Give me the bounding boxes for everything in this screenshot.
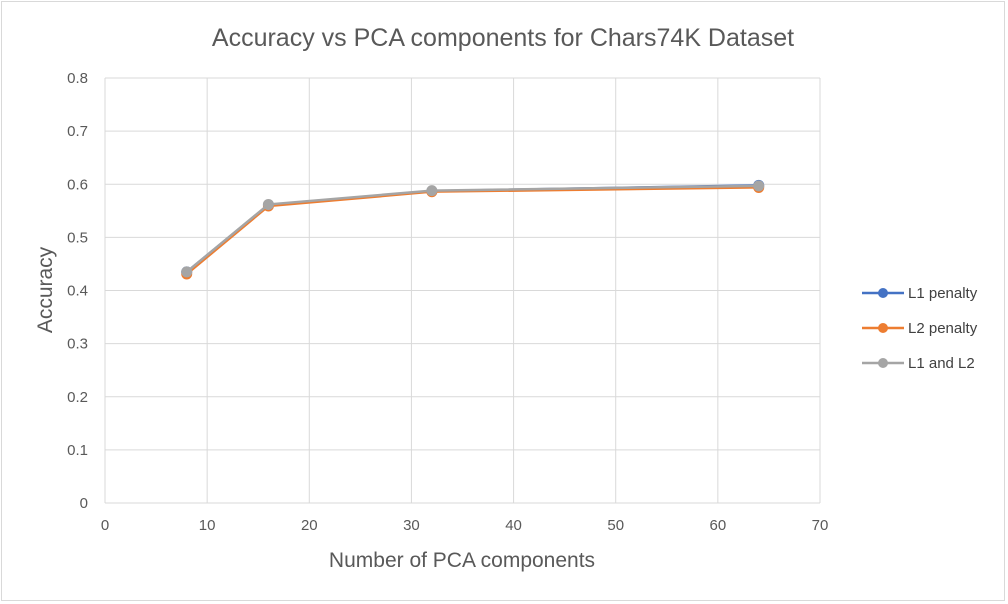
series-1 bbox=[181, 181, 765, 280]
series-line bbox=[185, 186, 759, 275]
x-tick-label: 0 bbox=[101, 517, 109, 534]
legend-marker bbox=[878, 288, 888, 298]
x-tick-label: 30 bbox=[403, 517, 420, 534]
y-tick-label: 0.5 bbox=[67, 229, 88, 246]
series-0 bbox=[181, 179, 765, 278]
series-2 bbox=[181, 180, 765, 278]
legend-label: L1 and L2 bbox=[908, 355, 975, 372]
y-tick-label: 0 bbox=[80, 495, 88, 512]
legend: L1 penalty L2 penalty L1 and L2 bbox=[862, 285, 978, 372]
data-point bbox=[426, 185, 438, 197]
x-tick-label: 20 bbox=[301, 517, 318, 534]
chart-title: Accuracy vs PCA components for Chars74K … bbox=[212, 24, 794, 52]
y-tick-label: 0.1 bbox=[67, 442, 88, 459]
legend-item: L2 penalty bbox=[862, 320, 978, 337]
x-tick-label: 10 bbox=[199, 517, 216, 534]
data-point bbox=[262, 198, 274, 210]
legend-item: L1 penalty bbox=[862, 285, 978, 302]
legend-item: L1 and L2 bbox=[862, 355, 975, 372]
series-lines bbox=[181, 179, 765, 280]
x-tick-label: 60 bbox=[710, 517, 727, 534]
y-tick-label: 0.6 bbox=[67, 176, 88, 193]
y-tick-label: 0.2 bbox=[67, 389, 88, 406]
data-point bbox=[753, 180, 765, 192]
y-tick-label: 0.8 bbox=[67, 70, 88, 87]
y-tick-label: 0.7 bbox=[67, 123, 88, 140]
legend-label: L2 penalty bbox=[908, 320, 978, 337]
x-tick-label: 50 bbox=[607, 517, 624, 534]
gridlines bbox=[104, 77, 821, 504]
x-axis-title: Number of PCA components bbox=[329, 549, 595, 572]
legend-marker bbox=[878, 358, 888, 368]
x-tick-label: 40 bbox=[505, 517, 522, 534]
series-line bbox=[185, 184, 759, 273]
series-line bbox=[185, 184, 759, 273]
data-point bbox=[181, 266, 193, 278]
y-tick-label: 0.3 bbox=[67, 336, 88, 353]
y-axis-title: Accuracy bbox=[34, 246, 57, 333]
tick-labels: 0 0.1 0.2 0.3 0.4 0.5 0.6 0.7 0.8 0 10 20 30 40 50 60 70 bbox=[67, 70, 828, 534]
x-tick-label: 70 bbox=[812, 517, 829, 534]
legend-marker bbox=[878, 323, 888, 333]
legend-label: L1 penalty bbox=[908, 285, 978, 302]
y-tick-label: 0.4 bbox=[67, 283, 88, 300]
